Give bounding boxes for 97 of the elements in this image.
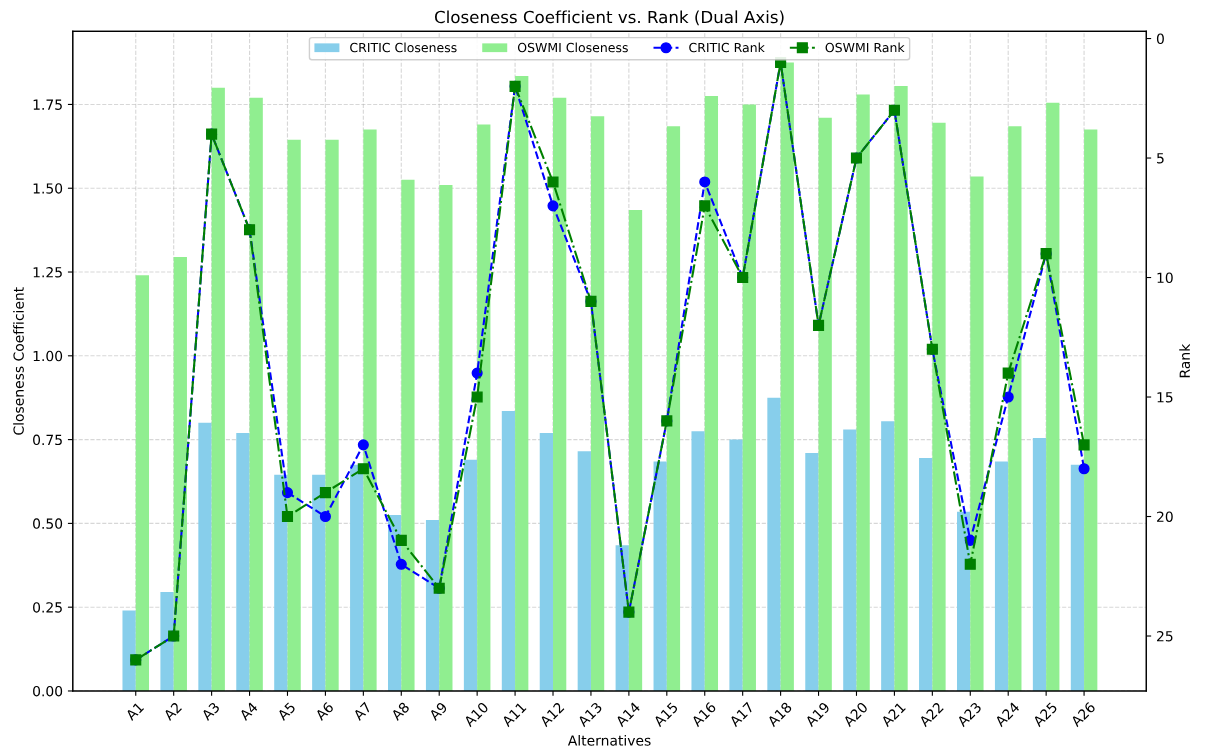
- bar: [1008, 126, 1022, 691]
- bar: [363, 129, 377, 691]
- point: [281, 510, 294, 523]
- point: [1002, 367, 1014, 379]
- x-tick-label: A2: [162, 701, 182, 722]
- point: [395, 558, 407, 570]
- x-tick-label: A5: [276, 701, 296, 722]
- bar: [135, 275, 150, 691]
- point: [964, 558, 976, 570]
- legend-label: OSWMI Rank: [825, 42, 905, 53]
- bar: [312, 474, 326, 691]
- bar: [767, 397, 781, 691]
- bar: [249, 97, 263, 691]
- bar: [401, 179, 415, 691]
- y-tick-label: 0.00: [33, 685, 63, 697]
- y-tick-label: 0.25: [33, 602, 62, 613]
- bar: [653, 461, 667, 691]
- point: [357, 439, 369, 451]
- bar: [350, 464, 364, 691]
- x-tick-label: A3: [200, 701, 221, 722]
- bar: [211, 87, 225, 691]
- point: [699, 200, 711, 212]
- point: [547, 176, 559, 188]
- bar: [236, 432, 250, 691]
- bar: [843, 429, 857, 691]
- bar: [325, 139, 339, 691]
- point: [319, 487, 331, 499]
- bar: [173, 256, 187, 691]
- y2-tick-label: 20: [1157, 511, 1173, 522]
- bar: [463, 459, 478, 691]
- y-tick-label: 0.50: [33, 518, 63, 529]
- y-tick-label: 1.00: [33, 350, 63, 362]
- bar: [501, 411, 516, 691]
- bar: [780, 62, 794, 691]
- bar: [1084, 129, 1098, 691]
- bar: [274, 474, 288, 691]
- bar: [856, 94, 870, 691]
- x-tick-label: A8: [390, 701, 410, 722]
- y-tick-label: 1.50: [33, 183, 63, 194]
- bar: [1046, 102, 1060, 691]
- bar: [805, 453, 819, 691]
- x-axis-title: Alternatives: [567, 734, 651, 746]
- point: [1078, 463, 1090, 475]
- bar: [477, 124, 491, 691]
- y-tick-label: 0.75: [33, 434, 62, 446]
- bar: [287, 139, 301, 691]
- x-tick-label: A7: [352, 701, 372, 722]
- y2-tick-label: 15: [1157, 392, 1173, 403]
- point: [319, 510, 331, 523]
- bar: [553, 97, 567, 691]
- bar: [881, 421, 895, 691]
- legend-label: CRITIC Closeness: [350, 42, 457, 53]
- bar: [666, 126, 681, 691]
- bar: [425, 520, 440, 691]
- bar: [742, 104, 756, 691]
- x-tick-label: A9: [428, 701, 448, 722]
- y2-tick-label: 0: [1156, 33, 1164, 45]
- bar: [198, 422, 212, 691]
- bar: [628, 210, 643, 691]
- y2-axis-title: Rank: [1179, 343, 1190, 378]
- bar: [919, 458, 933, 691]
- x-tick-label: A4: [238, 701, 259, 722]
- point: [699, 176, 711, 188]
- bar: [704, 96, 719, 691]
- bar: [994, 461, 1009, 691]
- x-tick-label: A1: [124, 701, 145, 722]
- x-tick-label: A6: [314, 701, 335, 722]
- chart-title: Closeness Coefficient vs. Rank (Dual Axis): [434, 10, 784, 26]
- bar: [515, 75, 529, 691]
- bar: [577, 451, 591, 691]
- bar: [539, 432, 554, 691]
- legend-label: OSWMI Closeness: [517, 42, 628, 53]
- bar: [122, 610, 136, 691]
- point: [395, 534, 407, 546]
- y2-tick-label: 25: [1157, 630, 1173, 642]
- bar: [729, 439, 743, 691]
- point: [357, 463, 369, 475]
- y-axis-title: Closeness Coefficient: [13, 287, 24, 435]
- bar: [691, 431, 705, 691]
- bar: [894, 86, 908, 691]
- legend-label: CRITIC Rank: [689, 42, 765, 53]
- bar: [970, 176, 984, 691]
- point: [547, 200, 559, 212]
- bar: [160, 592, 174, 691]
- bar: [818, 117, 832, 691]
- bar: [590, 116, 605, 691]
- y-tick-label: 1.25: [33, 266, 62, 278]
- bar: [1070, 464, 1085, 691]
- bar: [439, 184, 453, 691]
- bar: [1032, 437, 1047, 691]
- bar: [932, 122, 946, 691]
- point: [1078, 439, 1090, 451]
- point: [471, 391, 483, 403]
- y2-tick-label: 10: [1157, 272, 1173, 283]
- y2-tick-label: 5: [1157, 153, 1164, 164]
- y-tick-label: 1.75: [33, 99, 62, 110]
- bar: [388, 515, 402, 691]
